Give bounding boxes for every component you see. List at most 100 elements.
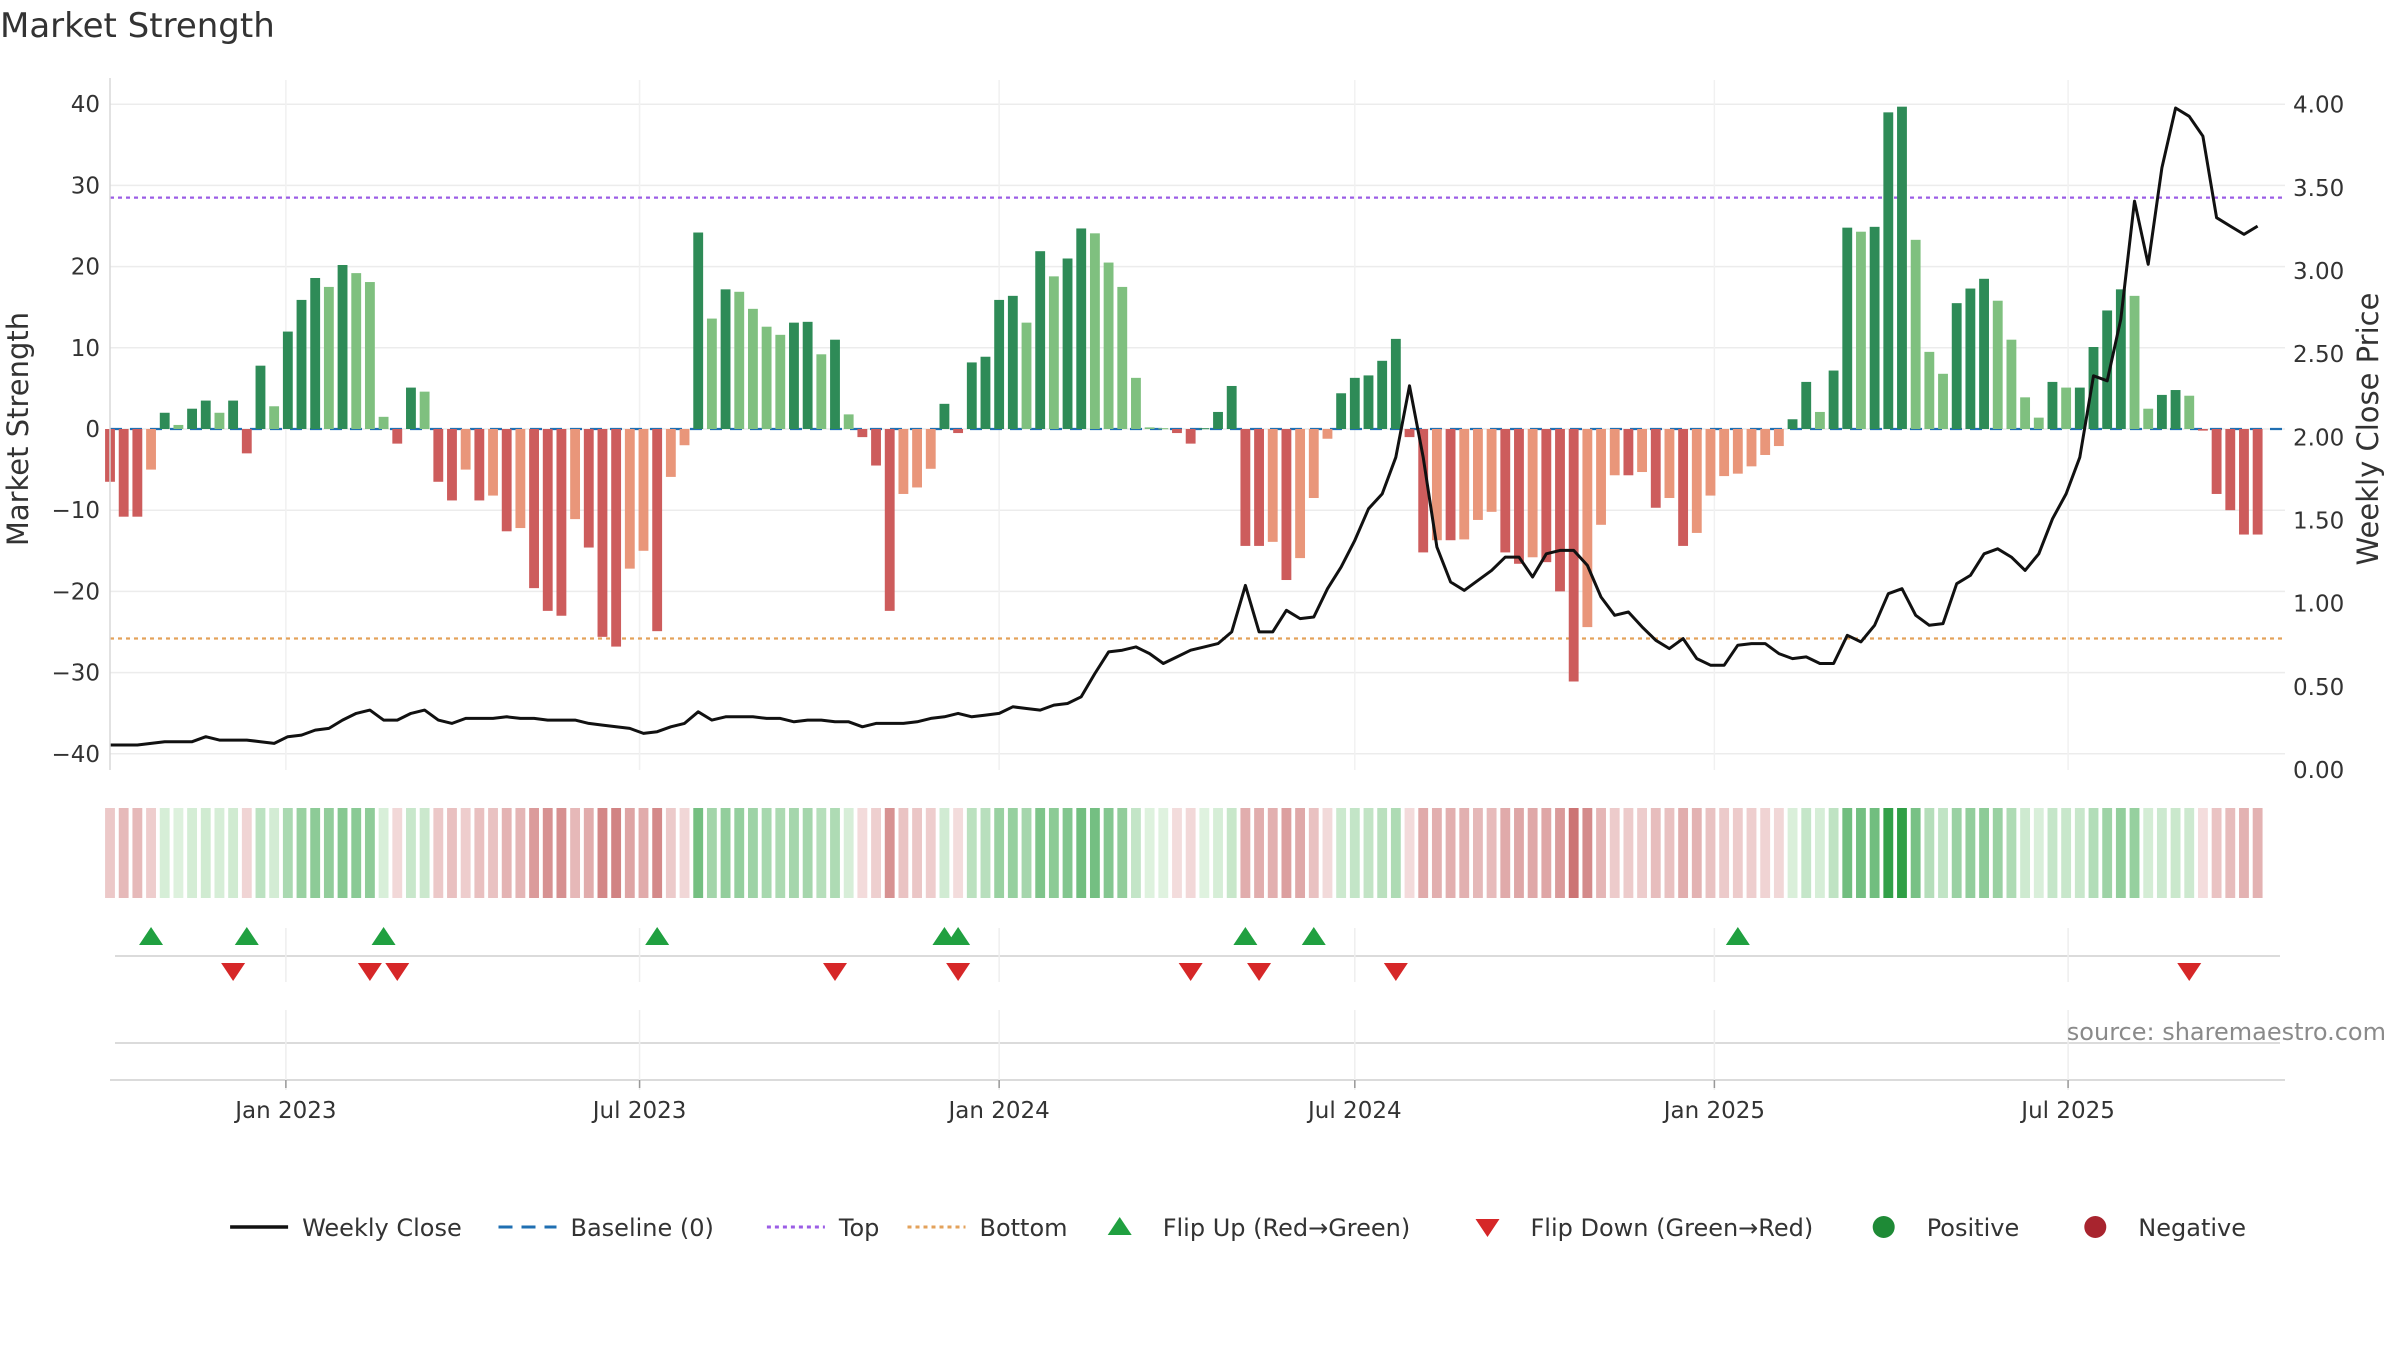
heat-cell — [460, 808, 471, 898]
heat-cell — [159, 808, 170, 898]
y-left-tick-label: −20 — [51, 579, 100, 605]
heat-cell — [1856, 808, 1866, 898]
heat-cell — [1172, 808, 1182, 898]
heat-cell — [843, 808, 854, 898]
heat-cell — [597, 808, 608, 898]
strength-bar — [2252, 429, 2263, 535]
strength-bar — [296, 299, 307, 429]
heat-cell — [1076, 808, 1087, 898]
heat-cell — [925, 808, 936, 898]
legend-item: Weekly Close — [230, 1214, 462, 1242]
legend-item: Baseline (0) — [498, 1214, 714, 1242]
strength-bar — [1746, 429, 1757, 467]
strength-bar — [392, 429, 403, 444]
strength-bar — [1582, 429, 1593, 628]
heat-cell — [1691, 808, 1702, 898]
weekly-close-line — [110, 106, 2259, 747]
strength-bar — [1924, 351, 1935, 429]
strength-bar — [980, 356, 991, 429]
heat-cell — [2074, 808, 2085, 898]
legend-item: Negative — [2084, 1214, 2246, 1242]
heat-cell — [173, 808, 184, 898]
strength-bar — [118, 429, 129, 517]
heat-cell — [1336, 808, 1347, 898]
heat-cell — [1431, 808, 1442, 898]
heat-cell — [1131, 808, 1141, 898]
strength-bar — [1295, 429, 1306, 559]
heat-cell — [214, 808, 225, 898]
heat-cell — [255, 808, 266, 898]
legend-label: Positive — [1927, 1214, 2020, 1242]
heat-cell — [2239, 808, 2249, 898]
y-right-tick-label: 2.00 — [2293, 425, 2344, 451]
heat-cell — [392, 808, 403, 898]
strength-bar — [515, 429, 526, 529]
flip-down-marker — [1383, 963, 1408, 981]
strength-bar — [1459, 429, 1470, 540]
strength-bar — [1445, 429, 1456, 541]
flip-down-marker — [357, 963, 382, 981]
axes: 40 30 20 10 0 −10 −20 −30 −40 4.00 3.50 3.00 2.50 2.0… — [1, 78, 2385, 784]
flip-up-marker — [645, 927, 670, 945]
strength-bar — [1254, 429, 1264, 546]
strength-bar — [939, 403, 950, 429]
y-left-tick-label: 20 — [71, 255, 100, 281]
strength-bar — [2198, 429, 2208, 431]
heat-cell — [2129, 808, 2140, 898]
strength-bar — [1596, 429, 1606, 525]
strength-bar — [1719, 429, 1730, 477]
strength-bar — [1281, 429, 1292, 581]
strength-bar — [419, 391, 430, 429]
heat-cell — [980, 808, 991, 898]
y-right-tick-label: 1.50 — [2293, 508, 2344, 534]
heat-cell — [1787, 808, 1798, 898]
heat-cell — [2211, 808, 2222, 898]
heat-cell — [419, 808, 430, 898]
strength-bar — [529, 429, 539, 589]
strength-bar — [1377, 360, 1388, 429]
x-tick-label: Jan 2025 — [1662, 1098, 1765, 1124]
strength-bar — [2239, 429, 2249, 535]
strength-bar — [679, 429, 690, 446]
heat-cell — [269, 808, 280, 898]
heat-cell — [1185, 808, 1196, 898]
heat-cell — [1021, 808, 1032, 898]
strength-bar — [351, 273, 362, 429]
strength-bar — [323, 286, 334, 429]
strength-bar — [255, 365, 266, 429]
heat-cell — [447, 808, 457, 898]
flip-down-marker — [1178, 963, 1203, 981]
heat-cell — [364, 808, 375, 898]
strength-bar — [1732, 429, 1743, 474]
heat-cell — [1390, 808, 1401, 898]
strength-bar — [1897, 106, 1907, 429]
strength-bar — [1021, 322, 1032, 429]
heat-cell — [1117, 808, 1128, 898]
legend-item: Flip Down (Green→Red) — [1475, 1214, 1813, 1242]
heat-cell — [1883, 808, 1894, 898]
heat-cell — [994, 808, 1005, 898]
heat-cell — [1295, 808, 1306, 898]
heat-cell — [748, 808, 758, 898]
heat-cell — [1897, 808, 1907, 898]
y-right-tick-label: 4.00 — [2293, 93, 2344, 119]
heat-cell — [146, 808, 156, 898]
y-left-tick-label: 0 — [85, 417, 100, 443]
heat-cell — [679, 808, 690, 898]
heat-cell — [1951, 808, 1962, 898]
strength-bar — [1226, 385, 1237, 429]
heat-cell — [2170, 808, 2181, 898]
strength-bar — [652, 429, 663, 632]
heat-cell — [1719, 808, 1730, 898]
strength-bar — [1828, 370, 1839, 429]
heat-cell — [720, 808, 731, 898]
strength-bar — [583, 429, 594, 548]
heat-cell — [706, 808, 717, 898]
heat-cell — [638, 808, 649, 898]
heat-cell — [118, 808, 129, 898]
strength-bar — [2088, 346, 2099, 429]
heat-cell — [406, 808, 416, 898]
strength-bar — [1910, 239, 1921, 429]
strength-bar — [925, 429, 936, 469]
